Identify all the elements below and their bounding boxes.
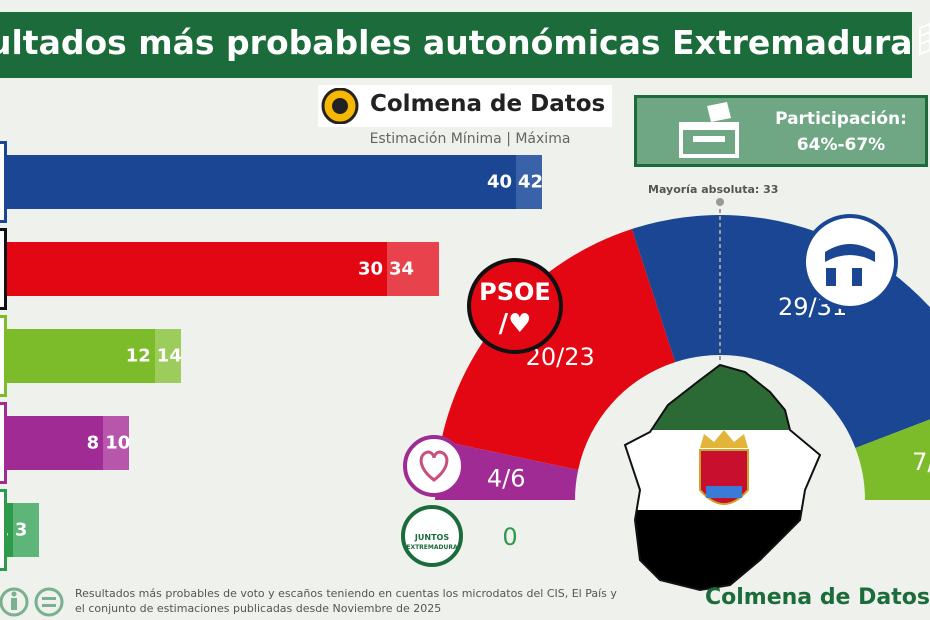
logo-box: Colmena de Datos [318, 85, 612, 127]
estimation-label: Estimación Mínima | Máxima [369, 131, 571, 147]
bar-pp-max: 42 [516, 155, 544, 209]
seat-label-juntos: 0 [502, 523, 517, 551]
bar-up-max: 10 [103, 416, 131, 470]
up-logo-icon [403, 435, 465, 497]
seat-segment-vox [855, 419, 930, 500]
bar-label-psoe-min: 30 [357, 258, 383, 280]
box-icon [919, 22, 930, 56]
party-tab-vox [0, 315, 7, 397]
footer-line-2: el conjunto de estimaciones publicadas d… [75, 602, 442, 615]
bar-label-pp-max: 42 [518, 171, 544, 193]
bar-psoe-max: 34 [387, 242, 439, 296]
bar-label-psoe-max: 34 [389, 258, 415, 280]
footer-brand: Colmena de Datos [705, 585, 930, 610]
bar-label-up-max: 10 [105, 432, 131, 454]
bar-juntos-max: 3 [12, 503, 39, 557]
participation-box: Participación: 64%-67% [634, 95, 928, 167]
bee-logo-icon [321, 88, 359, 124]
bar-pp-min: 40 [0, 155, 516, 209]
bar-label-vox-max: 14 [156, 345, 182, 367]
footer-line-1: Resultados más probables de voto y escañ… [75, 587, 617, 600]
juntos-logo-text-2: EXTREMADURA [406, 544, 458, 551]
seat-segment-up [435, 440, 579, 500]
page-title: ultados más probables autonómicas Extrem… [0, 23, 913, 62]
footer-note: Resultados más probables de voto y escañ… [75, 586, 617, 616]
participation-label: Participación: [775, 109, 907, 129]
bar-label-up-min: 8 [86, 432, 100, 454]
party-tab-up [0, 402, 7, 484]
seat-label-vox: 7/9 [912, 448, 930, 476]
bar-label-vox-min: 12 [125, 345, 151, 367]
party-tab-pp [0, 141, 7, 223]
psoe-logo-text-1: PSOE [479, 278, 551, 306]
party-tab-psoe [0, 228, 7, 310]
party-tab-juntos [0, 489, 7, 571]
extremadura-map-flag [623, 363, 822, 592]
majority-label: Mayoría absoluta: 33 [648, 183, 779, 196]
bar-psoe-min: 30 [0, 242, 387, 296]
title-bar: ultados más probables autonómicas Extrem… [0, 12, 913, 78]
footer-icons [0, 587, 64, 617]
person-icon [0, 587, 29, 617]
bar-vox-min: 12 [0, 329, 155, 383]
participation-text: Participación: 64%-67% [755, 106, 927, 158]
psoe-logo-icon [467, 258, 563, 354]
pp-logo-icon [802, 214, 898, 310]
ballot-box-icon [679, 102, 739, 158]
seat-label-up: 4/6 [487, 465, 526, 493]
bar-vox-max: 14 [154, 329, 182, 383]
juntos-logo-text-1: JUNTOS [414, 533, 449, 542]
seat-segment-psoe [441, 228, 676, 470]
participation-value: 64%-67% [796, 135, 886, 155]
juntos-logo-icon [401, 505, 463, 567]
psoe-logo-text-2: /♥ [499, 309, 532, 339]
bar-label-pp-min: 40 [486, 171, 512, 193]
equals-icon [34, 587, 64, 617]
bar-label-juntos-max: 3 [14, 519, 28, 541]
bar-up-min: 8 [0, 416, 104, 470]
logo-text: Colmena de Datos [370, 91, 606, 117]
